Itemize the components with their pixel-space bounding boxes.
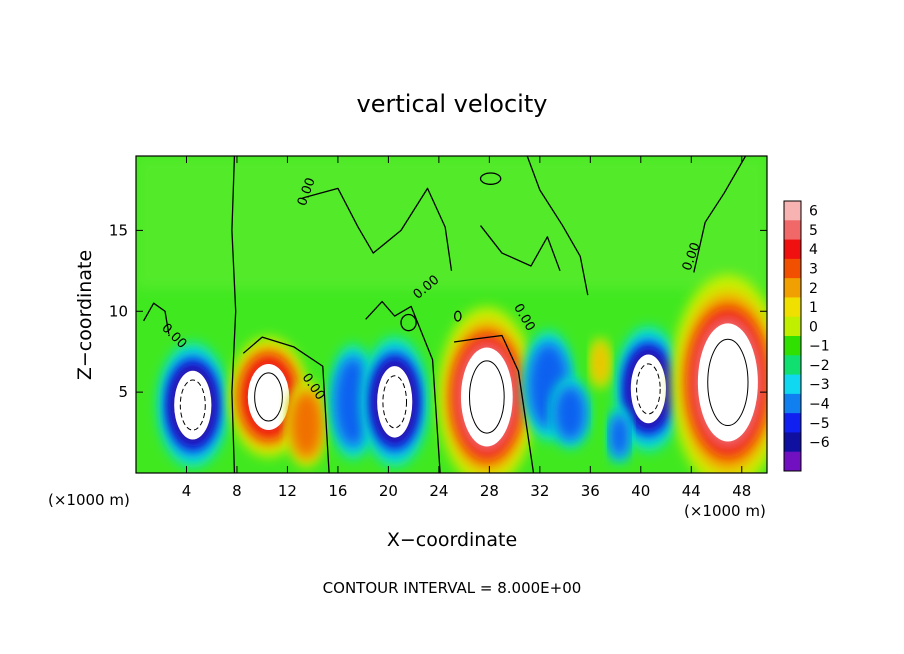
zero-contour-loop [400,313,417,332]
y-axis-label: Z−coordinate [74,250,96,380]
colorbar-swatch [784,220,801,241]
colorbar-label: 6 [809,204,818,220]
updraft-cell [286,381,326,468]
contour-lines [143,156,747,473]
colorbar-swatch [784,258,801,279]
saturated-core [174,370,212,440]
x-tick-label: 12 [278,482,297,500]
saturated-core [630,354,666,424]
colorbar-swatch [784,355,801,376]
colorbar-swatch [784,297,801,318]
x-tick-label: 20 [379,482,398,500]
updraft-cell [590,337,611,389]
x-axis-label: X−coordinate [387,529,517,551]
updraft-cell [229,336,308,458]
zero-contour-loop [454,310,462,322]
zero-contour [526,156,589,296]
downdraft-cell [550,378,590,449]
saturated-core [697,323,758,442]
field-layer [592,341,609,385]
colorbar-label: −2 [809,358,830,374]
zero-contour [693,156,747,273]
plot-frame [135,155,768,474]
colorbar-frame [783,200,802,472]
chart-title: vertical velocity [357,90,548,118]
colorbar-swatch [784,336,801,356]
zero-contour [365,300,441,473]
downdraft-cell [615,326,682,452]
colorbar-label: −4 [809,397,830,413]
zero-contour-loop [479,172,502,185]
y-tick-label: 5 [118,383,128,401]
core-contour [254,372,283,422]
colorbar-swatch [784,393,801,414]
y-tick-label: 15 [109,221,128,239]
y-tick-label: 10 [109,302,128,320]
core-contour [468,360,505,434]
colorbar-swatch [784,278,801,298]
colorbar-swatch [784,239,801,260]
colorbar-label: −6 [809,435,830,451]
x-unit-left: (×1000 m) [48,491,130,509]
colorbar-label: 0 [809,319,818,335]
zero-contour [453,334,535,473]
downdraft-cell [607,408,632,464]
downdraft-cell [361,336,428,468]
core-contour [382,375,408,429]
updraft-cell [437,306,536,473]
colorbar-label: 5 [809,223,818,239]
colorbar-swatch [784,413,801,433]
colorbar-label: −5 [809,416,830,432]
zero-contour [242,336,330,473]
saturated-core [377,366,413,438]
x-tick-label: 48 [732,482,751,500]
x-tick-label: 40 [631,482,650,500]
contour-interval-note: CONTOUR INTERVAL = 8.000E+00 [323,579,582,597]
colorbar: 6 5 4 3 2 1 0 −1 −2 −3 −4 −5 −6 [783,200,830,472]
x-tick-label: 32 [530,482,549,500]
colorbar-label: 2 [809,281,818,297]
colorbar-label: 3 [809,262,818,278]
x-axis: 4 8 12 16 20 24 28 32 36 40 44 48 [182,156,751,500]
plot-area: 0.000.000.000.000.000.00 [136,156,767,473]
colorbar-swatch [784,432,801,453]
colorbar-label: 4 [809,242,818,258]
field-layer [610,415,629,457]
colorbar-swatch [784,451,801,472]
zero-contour [302,187,453,271]
saturated-core [460,347,513,447]
core-contour [707,338,749,427]
saturated-core [247,363,290,430]
x-tick-label: 36 [581,482,600,500]
x-tick-label: 8 [232,482,242,500]
colorbar-swatch [784,201,801,221]
zero-contour [143,302,170,335]
core-contour [179,379,206,431]
x-tick-label: 16 [328,482,347,500]
x-unit-right: (×1000 m) [684,502,766,520]
colorbar-label: −3 [809,377,830,393]
colorbar-label: 1 [809,300,818,316]
downdraft-cell [329,344,377,460]
x-tick-label: 24 [429,482,448,500]
colorbar-label: −1 [809,339,830,355]
x-tick-label: 28 [480,482,499,500]
field-layer [291,392,322,457]
zero-contour [231,156,237,473]
velocity-field [136,156,767,473]
y-axis: 5 10 15 [109,221,767,401]
x-tick-label: 4 [182,482,192,500]
colorbar-swatch [784,374,801,395]
updraft-cell [671,274,767,473]
zero-contour [480,225,561,272]
colorbar-swatch [784,316,801,337]
core-contour [636,363,661,415]
field-layer [335,358,371,445]
downdraft-cell [157,342,228,468]
x-tick-label: 44 [682,482,701,500]
field-layer [555,386,585,440]
